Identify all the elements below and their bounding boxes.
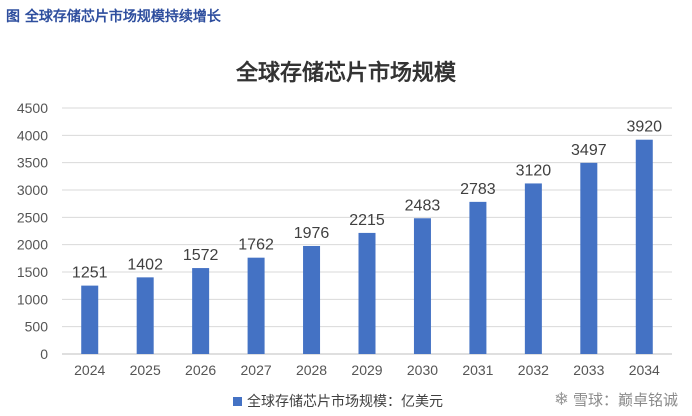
y-tick-label: 4500 [17,100,48,116]
y-tick-label: 2000 [17,237,48,253]
x-axis-ticks: 2024 2025 2026 2027 2028 2029 2030 2031 2032 2033… [74,362,660,378]
y-tick-label: 4000 [17,127,48,143]
x-tick-label: 2031 [462,362,493,378]
watermark: ❄ 雪球：巅卓铭诚 [554,389,678,410]
data-label: 2783 [460,181,496,198]
legend: 全球存储芯片市场规模：亿美元 [233,393,443,410]
bar [247,257,265,354]
x-tick-label: 2032 [518,362,549,378]
watermark-text: 雪球：巅卓铭诚 [572,391,678,409]
x-tick-label: 2028 [296,362,327,378]
y-tick-label: 0 [40,346,48,362]
y-tick-label: 500 [25,319,49,335]
bar [469,201,487,354]
data-label: 2215 [349,212,385,229]
x-tick-label: 2034 [629,362,660,378]
bar [136,277,154,354]
bar [580,162,598,354]
y-axis-ticks: 0 500 1000 1500 2000 2500 3000 3500 4000 4500 [17,100,48,362]
data-label: 1572 [183,247,219,264]
x-tick-label: 2027 [241,362,272,378]
data-label: 1976 [294,225,330,242]
y-tick-label: 1000 [17,291,48,307]
data-label: 2483 [405,197,441,214]
data-label: 1402 [127,256,163,273]
y-tick-label: 2500 [17,209,48,225]
legend-label: 全球存储芯片市场规模：亿美元 [247,393,443,410]
figure-caption: 图 全球存储芯片市场规模持续增长 [6,9,221,25]
y-tick-label: 3500 [17,155,48,171]
x-tick-label: 2029 [351,362,382,378]
x-tick-label: 2024 [74,362,105,378]
data-label: 1251 [72,265,108,282]
y-tick-label: 1500 [17,264,48,280]
data-labels: 1251 1402 1572 1762 1976 2215 2483 2783 3120 3497… [72,119,662,282]
bar [413,218,431,354]
data-label: 1762 [238,237,274,254]
bar [81,285,99,354]
y-tick-label: 3000 [17,182,48,198]
data-label: 3920 [626,119,662,136]
snowball-icon: ❄ [553,389,569,410]
bar [635,139,653,354]
data-label: 3497 [571,142,607,159]
bar [358,232,376,354]
data-label: 3120 [516,162,552,179]
bars [81,139,653,354]
x-tick-label: 2030 [407,362,438,378]
bar [524,183,542,354]
x-tick-label: 2026 [185,362,216,378]
bar [192,268,210,354]
x-tick-label: 2033 [573,362,604,378]
bar [303,245,321,354]
legend-swatch [233,397,242,406]
chart-title: 全球存储芯片市场规模 [235,60,457,86]
x-tick-label: 2025 [130,362,161,378]
